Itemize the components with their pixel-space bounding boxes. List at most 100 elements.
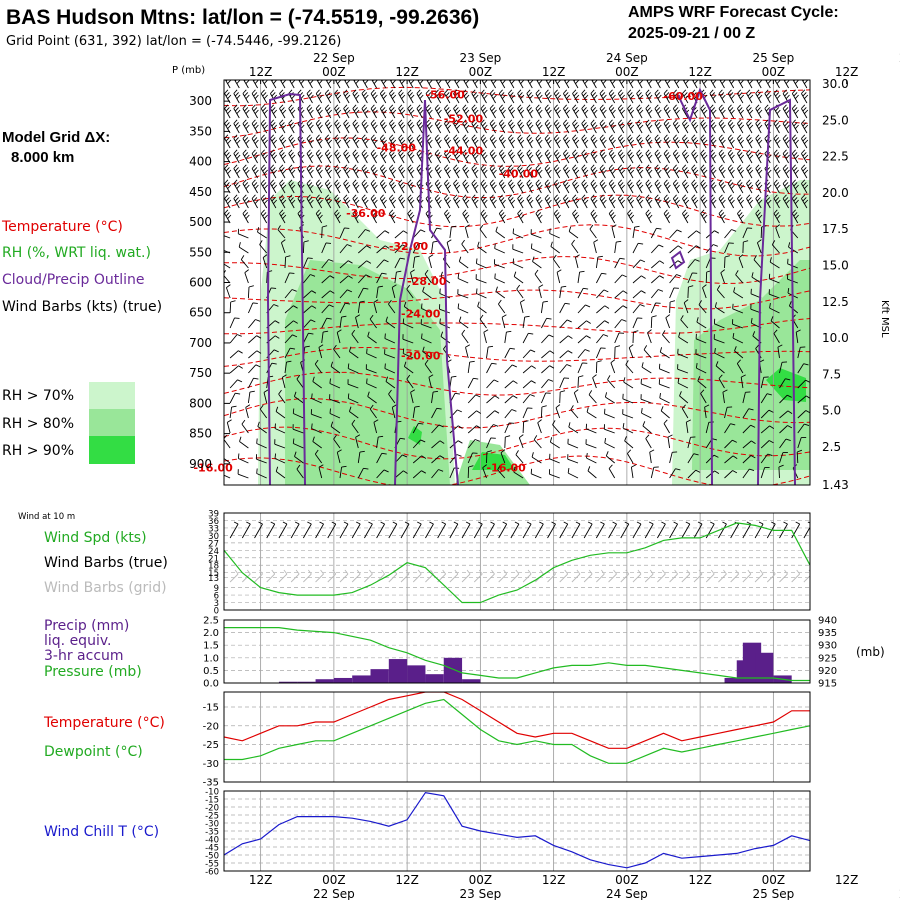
wind-barb [553,194,561,209]
wind-barb [389,119,397,134]
wind-barb-true [254,521,263,539]
wind-barb [718,194,726,209]
wind-barb [596,289,609,299]
wind-barb [284,334,298,344]
cloud-outline-1 [266,92,306,485]
wind-barb [453,119,461,134]
wind-barb [563,134,571,149]
top-hour-label: 00Z [615,65,639,79]
precip-accum-label: 3-hr accum [44,648,124,664]
wind-barb [614,274,627,284]
height-axis: 30.0 25.0 22.5 20.0 17.5 15.0 12.5 10.0 7.5 5.0 2.… [822,77,849,492]
wind-barb [398,104,406,119]
wind-barb [572,119,580,134]
wind-barb [407,194,415,209]
wind-barb [773,119,781,134]
temperature-contour-label: -52.00 [444,112,484,125]
wind-barb [797,423,810,434]
wind-speed-label: Wind Spd (kts) [44,530,147,546]
wind-barb [517,134,525,149]
wind-barb [663,164,671,179]
wind-barb [630,464,637,479]
wind-barb [489,149,497,164]
wind-barb [480,149,488,164]
wind-barb [610,359,616,374]
pressure-tick-label: 700 [189,336,212,350]
wind-barb-true [302,521,312,539]
wind-barb [402,318,414,329]
wind-barb [412,439,426,449]
wind-barb [623,377,634,389]
wind-barb [471,104,479,119]
wind-barb [453,89,461,104]
wind-barb [775,224,780,239]
wind-barb [224,104,232,119]
wind-barb [431,440,445,449]
wind-barb [453,194,461,209]
wind-barb [563,149,571,164]
wind-barb [535,134,543,149]
wind-barb [801,119,809,134]
wind-barb [370,179,378,194]
wind-barb [771,240,780,254]
wind-barb [431,227,442,239]
temperature-label: Temperature (°C) [43,715,165,731]
height-tick-label: 20.0 [822,186,849,200]
wind-barb [559,302,570,314]
wind-barb [486,362,497,374]
wind-barb [321,242,332,254]
wind-barb [526,89,534,104]
wind-barb [229,317,240,329]
wind-barb [755,194,763,209]
wind-barb [279,104,287,119]
wind-barb [609,80,616,89]
wind-barb [465,344,471,359]
precip-bar [297,681,316,683]
wind-barb [617,164,626,179]
wind-barb [585,423,597,434]
wind-barb [720,269,725,284]
wind-barb [248,319,261,329]
wind-barb [519,299,525,314]
wind-barb [247,390,255,404]
wind-barb [718,89,726,104]
wind-barb [248,364,261,374]
wind-barb-true [571,521,581,539]
wind-barb-grid [742,569,752,583]
wind-barb [306,149,314,164]
wind-barb [742,468,755,479]
wind-barb-grid [632,569,642,583]
wind-barb [343,80,351,89]
wind-barb [462,179,470,194]
wind-barb [333,344,341,359]
wind-barb [504,435,511,449]
wind-barb [654,119,662,134]
wind-barb [408,80,415,89]
wind-barb [407,149,415,164]
wind-barb [498,299,506,314]
wind-barb [312,436,322,449]
wind-barb [669,300,676,314]
wind-barb [352,149,360,164]
wind-barb [453,134,461,149]
wind-barb [627,89,635,104]
wind-barb [292,438,304,449]
wind-barb [229,365,243,374]
wind-barb [705,470,720,479]
wind-barb [330,361,341,374]
wind-barb [718,374,725,389]
wind-barb [801,164,809,179]
wind-barb [224,194,232,209]
wind-barb [608,464,616,479]
wind-barb [550,241,560,254]
wind-barb [489,134,497,149]
wind-barb [691,104,699,119]
wind-barb-true [473,521,483,539]
wind-barb [334,164,342,179]
wind-barb [412,422,424,434]
wind-barb [517,149,525,164]
y-tick-label: 0 [214,607,219,617]
wind-barb [288,104,296,119]
bottom-hour-label: 00Z [322,873,346,887]
wind-barb [614,290,628,299]
